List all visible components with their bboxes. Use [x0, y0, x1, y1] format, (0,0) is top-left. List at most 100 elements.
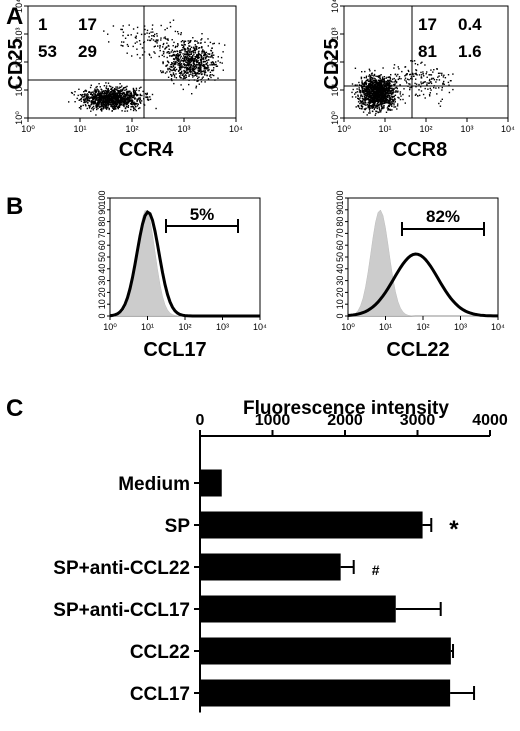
x-tick-label: 10² [416, 322, 429, 332]
gate-percent: 5% [190, 205, 215, 224]
panel-a-label: A [6, 3, 23, 30]
x-tick-label: 10⁴ [501, 124, 515, 134]
x-tick-label: 10⁴ [491, 322, 505, 332]
x-axis-label: CCL22 [386, 339, 449, 361]
quadrant-ur-value: 17 [78, 15, 97, 34]
significance-marker: # [372, 562, 380, 578]
y-tick-label: 10⁴ [330, 0, 340, 13]
category-label: CCL22 [130, 642, 190, 663]
y-tick-label: 90 [335, 205, 345, 215]
x-tick-label: 10¹ [141, 322, 154, 332]
quadrant-ll-value: 53 [38, 42, 57, 61]
y-axis-label: CD25 [5, 38, 27, 89]
y-tick-label: 0 [97, 313, 107, 318]
y-tick-label: 100 [97, 190, 107, 205]
y-axis-label: CD25 [321, 38, 343, 89]
x-tick-label: 10⁰ [341, 322, 355, 332]
x-tick-label: 10³ [177, 124, 190, 134]
y-tick-label: 10³ [14, 27, 24, 40]
x-tick-label: 10² [419, 124, 432, 134]
y-tick-label: 10 [335, 299, 345, 309]
x-tick-label: 10¹ [379, 322, 392, 332]
y-tick-label: 60 [335, 240, 345, 250]
bar [200, 595, 396, 623]
bar-chart-title: Fluorescence intensity [243, 398, 449, 419]
y-tick-label: 10¹ [14, 83, 24, 96]
y-tick-label: 70 [97, 228, 107, 238]
y-tick-label: 90 [97, 205, 107, 215]
y-tick-label: 0 [335, 313, 345, 318]
x-tick-label: 10¹ [73, 124, 86, 134]
y-tick-label: 80 [97, 217, 107, 227]
stained-histogram [109, 210, 260, 318]
bar [200, 511, 423, 539]
scatter-dots [68, 19, 226, 116]
quadrant-ul-value: 17 [418, 15, 437, 34]
stained-histogram [347, 252, 498, 318]
category-label: SP+anti-CCL22 [53, 558, 190, 579]
x-tick-label: 0 [196, 412, 205, 429]
x-tick-label: 3000 [400, 412, 436, 429]
x-tick-label: 10⁰ [103, 322, 117, 332]
bar-chart: 0 1000 2000 3000 4000 Medium SP * SP+anti-CCL22 #… [53, 412, 508, 713]
x-tick-label: 1000 [255, 412, 291, 429]
y-tick-label: 50 [97, 252, 107, 262]
y-tick-label: 10² [330, 55, 340, 68]
y-tick-label: 30 [97, 276, 107, 286]
bar [200, 553, 341, 581]
quadrant-ul-value: 1 [38, 15, 47, 34]
y-tick-label: 30 [335, 276, 345, 286]
x-tick-label: 10² [125, 124, 138, 134]
y-tick-label: 10⁰ [330, 111, 340, 125]
bar [200, 679, 451, 707]
y-tick-label: 60 [97, 240, 107, 250]
y-tick-label: 10² [14, 55, 24, 68]
panel-b-label: B [6, 193, 23, 220]
y-tick-label: 20 [335, 287, 345, 297]
panel-c-label: C [6, 395, 23, 422]
quadrant-lr-value: 29 [78, 42, 97, 61]
y-tick-label: 10³ [330, 27, 340, 40]
x-axis-label: CCR4 [119, 139, 174, 161]
y-tick-label: 10⁴ [14, 0, 24, 13]
scatter-dots [351, 60, 454, 116]
y-tick-label: 40 [97, 264, 107, 274]
bar [200, 469, 222, 497]
significance-marker: * [449, 516, 459, 543]
y-tick-label: 50 [335, 252, 345, 262]
y-tick-label: 40 [335, 264, 345, 274]
quadrant-ll-value: 81 [418, 42, 437, 61]
y-tick-label: 70 [335, 228, 345, 238]
category-label: SP+anti-CCL17 [53, 600, 190, 621]
x-tick-label: 10¹ [378, 124, 391, 134]
y-tick-label: 10¹ [330, 83, 340, 96]
y-tick-label: 100 [335, 190, 345, 205]
x-tick-label: 10³ [216, 322, 229, 332]
x-tick-label: 10³ [460, 124, 473, 134]
x-tick-label: 10⁰ [337, 124, 351, 134]
x-tick-label: 10⁰ [21, 124, 35, 134]
category-label: SP [165, 516, 191, 537]
gate-percent: 82% [426, 207, 460, 226]
bar [200, 637, 451, 665]
x-tick-label: 10³ [454, 322, 467, 332]
y-tick-label: 80 [335, 217, 345, 227]
x-axis-label: CCR8 [393, 139, 447, 161]
isotype-histogram [347, 209, 498, 317]
x-tick-label: 4000 [472, 412, 508, 429]
quadrant-lr-value: 1.6 [458, 42, 482, 61]
y-tick-label: 10 [97, 299, 107, 309]
quadrant-ur-value: 0.4 [458, 15, 482, 34]
category-label: Medium [118, 474, 190, 495]
x-tick-label: 10⁴ [229, 124, 243, 134]
x-axis-label: CCL17 [143, 339, 206, 361]
x-tick-label: 2000 [327, 412, 363, 429]
x-tick-label: 10⁴ [253, 322, 267, 332]
x-tick-label: 10² [178, 322, 191, 332]
category-label: CCL17 [130, 684, 190, 705]
